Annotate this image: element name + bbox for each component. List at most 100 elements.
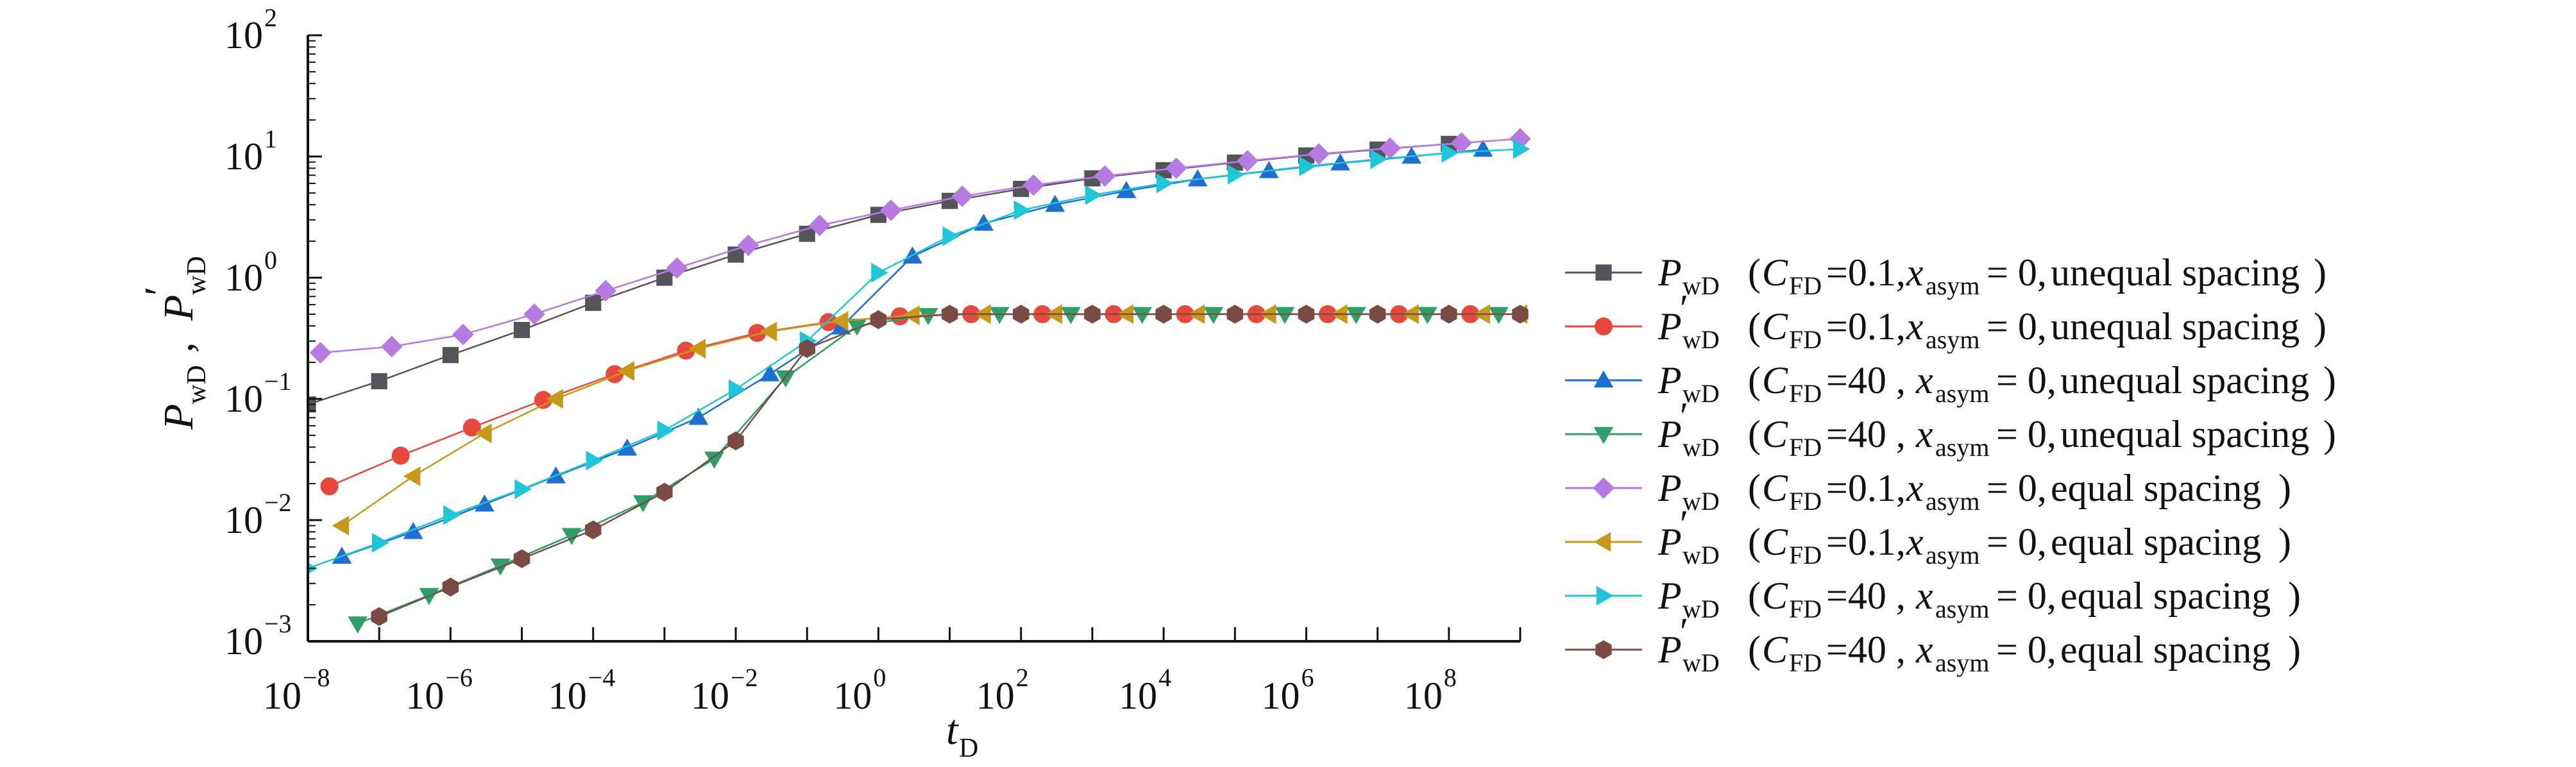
legend-text: ( (1748, 467, 1761, 509)
data-point (951, 185, 973, 207)
legend-text: equal spacing (2051, 521, 2261, 563)
data-point (586, 450, 604, 471)
data-point (847, 319, 867, 336)
x-tick-label: 10 −6 (405, 663, 473, 717)
legend-marker (1595, 264, 1612, 281)
series-5 (309, 128, 1531, 364)
x-tick-label: 10 −2 (691, 663, 758, 717)
legend-text: P (1657, 628, 1682, 671)
legend-text: = 0, (1996, 628, 2056, 671)
y-axis-label-p2: P (155, 295, 202, 321)
svg-text:10: 10 (833, 675, 872, 717)
tick-labels: 10 −8 10 −6 10 −4 10 −2 10 0 10 2 10 4 10 6 10 810 −310 −21… (225, 3, 1457, 717)
svg-text:−8: −8 (303, 663, 330, 692)
data-point (728, 379, 746, 400)
svg-text:0: 0 (873, 663, 886, 692)
data-point (1187, 169, 1208, 187)
legend-text: ) (2323, 413, 2336, 455)
data-point (1203, 307, 1224, 324)
legend-text: ( (1748, 521, 1761, 563)
legend-text: ) (2278, 521, 2291, 563)
series-layer (308, 128, 1531, 634)
series-3 (332, 139, 1493, 564)
data-point (1094, 165, 1116, 187)
legend-text: FD (1789, 487, 1822, 516)
legend-text: ( (1748, 413, 1761, 455)
legend-marker (1593, 532, 1611, 552)
svg-text:10: 10 (225, 620, 263, 662)
legend-text: ′ (1680, 611, 1688, 653)
legend-text: =40 , (1826, 413, 1906, 455)
axes-layer (307, 34, 1521, 643)
data-point (617, 438, 638, 456)
data-point (989, 307, 1010, 324)
series-line (357, 313, 1499, 625)
data-point (809, 214, 831, 237)
legend-text: asym (1926, 487, 1979, 516)
y-axis-label-sub: wD (182, 365, 212, 404)
data-point (942, 226, 960, 246)
data-point (523, 303, 545, 325)
legend-text: asym (1935, 433, 1989, 462)
legend-text: unequal spacing (2051, 305, 2300, 348)
data-point (759, 364, 780, 382)
y-axis-title: P wD , P ′ wD (136, 256, 212, 430)
svg-text:10: 10 (691, 675, 729, 717)
data-point (332, 546, 352, 564)
legend-text: wD (1682, 541, 1720, 569)
legend-marker (1593, 477, 1614, 499)
legend-marker (1593, 426, 1614, 444)
legend-text: P (1657, 521, 1682, 563)
legend-text: FD (1789, 541, 1822, 569)
legend-text: P (1657, 305, 1682, 348)
data-point (1155, 305, 1172, 324)
svg-text:1: 1 (264, 124, 277, 153)
svg-text:−6: −6 (445, 663, 473, 692)
data-point (871, 262, 888, 283)
data-point (1379, 137, 1401, 159)
svg-text:10: 10 (976, 675, 1015, 717)
svg-text:10: 10 (405, 675, 444, 717)
legend-marker (1595, 640, 1612, 659)
y-tick-label: 10 −3 (225, 609, 292, 662)
data-point (870, 310, 887, 330)
legend-text: unequal spacing (2060, 359, 2309, 401)
legend-text: C (1762, 359, 1788, 401)
series-line (320, 138, 1521, 354)
svg-text:10: 10 (1261, 675, 1300, 717)
data-point (1370, 149, 1387, 169)
data-point (442, 347, 459, 364)
data-point (1228, 164, 1245, 185)
svg-text:−3: −3 (264, 609, 292, 638)
svg-text:2: 2 (1016, 663, 1029, 692)
data-point (831, 311, 849, 331)
data-point (381, 335, 403, 358)
legend-text: wD (1682, 379, 1720, 408)
data-point (902, 305, 920, 325)
data-point (748, 324, 767, 342)
series-8 (371, 305, 1529, 627)
data-point (595, 280, 617, 302)
legend-text: =0.1, (1826, 305, 1906, 348)
data-point (1441, 305, 1457, 324)
legend-text: asym (1926, 325, 1979, 354)
data-point (332, 516, 350, 535)
data-point (443, 505, 461, 525)
svg-text:10: 10 (1119, 675, 1157, 717)
legend-text: P (1657, 251, 1682, 294)
legend-text: ) (2323, 359, 2336, 401)
legend-text: asym (1935, 648, 1989, 677)
legend-text: wD (1682, 594, 1720, 623)
legend-text: = 0, (1987, 521, 2047, 563)
data-point (1084, 305, 1101, 324)
legend-text: P (1657, 413, 1682, 455)
legend-text: unequal spacing (2051, 251, 2300, 294)
legend-text: = 0, (1987, 467, 2047, 509)
x-tick-label: 10 −4 (548, 663, 616, 717)
data-point (391, 446, 410, 465)
series-6 (332, 304, 1528, 535)
legend-text: wD (1682, 648, 1720, 677)
legend-text: ′ (1680, 503, 1688, 545)
